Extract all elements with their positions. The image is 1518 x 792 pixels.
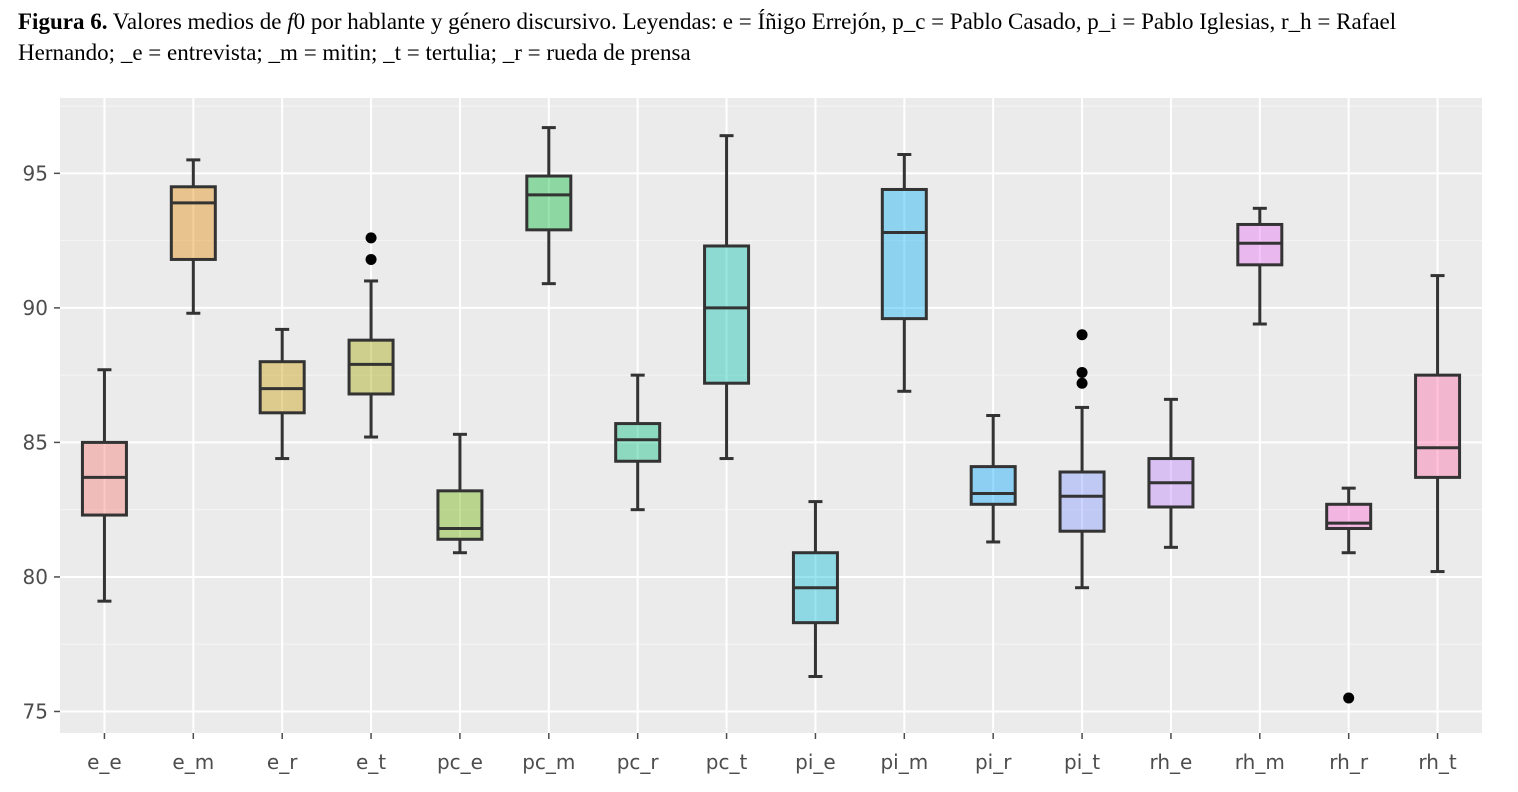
y-tick-label: 75 (23, 699, 48, 723)
x-tick-label: pi_t (1064, 750, 1100, 774)
caption-text-part1: Valores medios de (107, 9, 288, 34)
box-pc_t (703, 244, 751, 385)
box-rh_t (1414, 373, 1462, 479)
box-pi_t (1058, 470, 1106, 533)
x-tick-label: rh_e (1150, 750, 1193, 774)
box-pc_e (436, 489, 484, 541)
caption-italic: f (287, 9, 294, 34)
outlier-point (1076, 377, 1088, 389)
box-e_t (347, 338, 395, 396)
x-tick-label: pi_m (880, 750, 928, 774)
outlier-point (1076, 366, 1088, 378)
x-tick-label: rh_m (1235, 750, 1285, 774)
y-tick-label: 80 (23, 565, 48, 589)
outlier-point (1076, 329, 1088, 341)
outlier-point (1343, 692, 1355, 704)
x-tick-label: e_e (87, 750, 122, 774)
x-tick-label: e_r (267, 750, 298, 774)
x-tick-label: pi_r (975, 750, 1012, 774)
box-e_m (169, 185, 217, 261)
outlier-point (365, 253, 377, 265)
box-pi_m (880, 187, 928, 321)
box-pi_r (969, 465, 1017, 506)
x-tick-label: rh_t (1418, 750, 1457, 774)
x-tick-label: pc_t (706, 750, 748, 774)
box-rh_r (1325, 502, 1373, 531)
x-tick-label: e_t (356, 750, 386, 774)
caption-label: Figura 6. (18, 9, 108, 34)
x-tick-label: pc_m (522, 750, 575, 774)
y-tick-label: 90 (23, 296, 48, 320)
x-tick-label: e_m (172, 750, 214, 774)
x-tick-label: pi_e (795, 750, 836, 774)
x-tick-label: pc_r (617, 750, 660, 774)
x-tick-label: rh_r (1329, 750, 1369, 774)
y-tick-label: 95 (23, 161, 48, 185)
outlier-point (365, 232, 377, 244)
y-tick-label: 85 (23, 430, 48, 454)
plot-panel (60, 98, 1482, 733)
caption-text-part2: 0 por hablante y género discursivo. Leye… (18, 9, 1397, 65)
box-pc_m (525, 174, 573, 232)
box-pc_r (614, 422, 662, 463)
figure-caption: Figura 6. Valores medios de f0 por habla… (18, 6, 1498, 68)
x-tick-label: pc_e (437, 750, 483, 774)
